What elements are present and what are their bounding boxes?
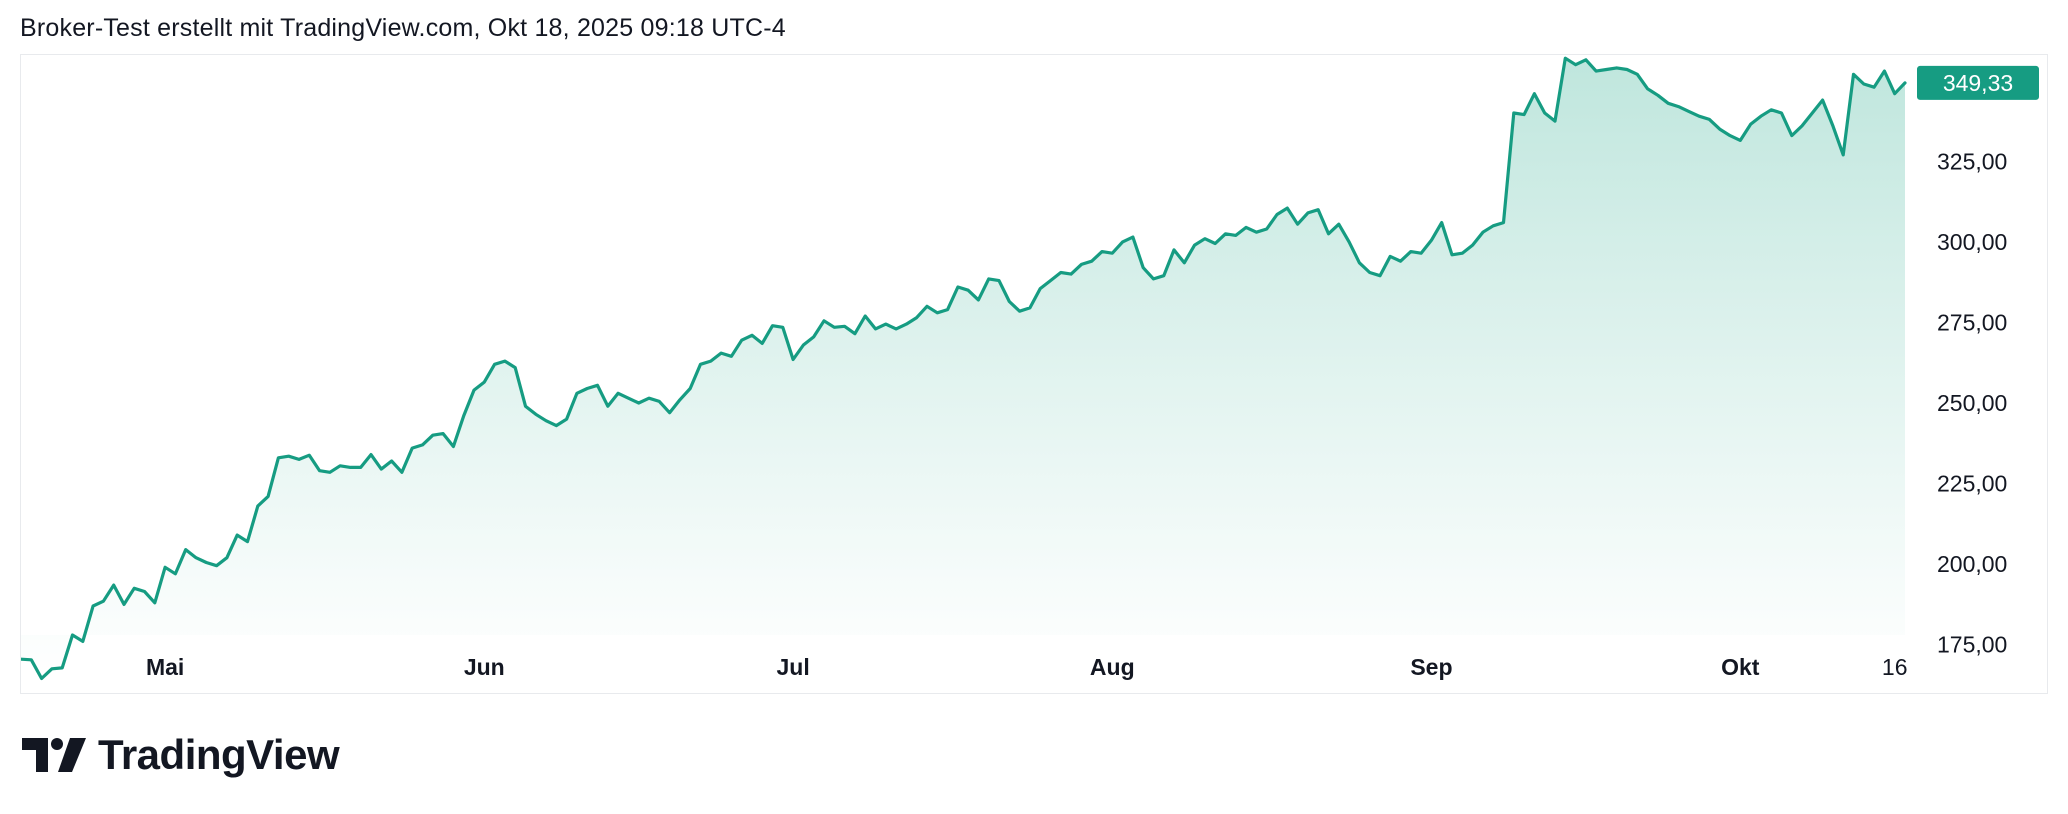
x-tick-label: Okt <box>1721 654 1760 680</box>
price-chart[interactable]: 175,00 200,00 225,00 250,00 275,00 300,00 325,… <box>21 55 2047 693</box>
tradingview-logo[interactable]: TradingView <box>22 730 340 780</box>
x-tick-label: Aug <box>1090 654 1135 680</box>
y-tick-label: 225,00 <box>1937 471 2007 497</box>
y-tick-label: 300,00 <box>1937 229 2007 255</box>
x-tick-label: Jun <box>464 654 505 680</box>
y-tick-label: 175,00 <box>1937 632 2007 658</box>
chart-frame[interactable]: 175,00 200,00 225,00 250,00 275,00 300,00 325,… <box>20 54 2048 694</box>
y-tick-label: 200,00 <box>1937 551 2007 577</box>
price-line[interactable] <box>21 56 1907 681</box>
x-tick-label: 16 <box>1882 654 1908 680</box>
last-price-label: 349,33 <box>1943 70 2013 96</box>
x-tick-label: Sep <box>1410 654 1452 680</box>
y-tick-label: 325,00 <box>1937 148 2007 174</box>
price-area-fill <box>21 58 1905 679</box>
tradingview-logo-text: TradingView <box>98 731 340 778</box>
y-tick-label: 275,00 <box>1937 309 2007 335</box>
y-tick-label: 250,00 <box>1937 390 2007 416</box>
last-price-badge: 349,33 <box>1917 65 2039 100</box>
chart-caption: Broker-Test erstellt mit TradingView.com… <box>20 14 786 42</box>
x-tick-label: Mai <box>146 654 184 680</box>
tradingview-logo-icon <box>22 738 86 772</box>
x-tick-label: Jul <box>777 654 810 680</box>
